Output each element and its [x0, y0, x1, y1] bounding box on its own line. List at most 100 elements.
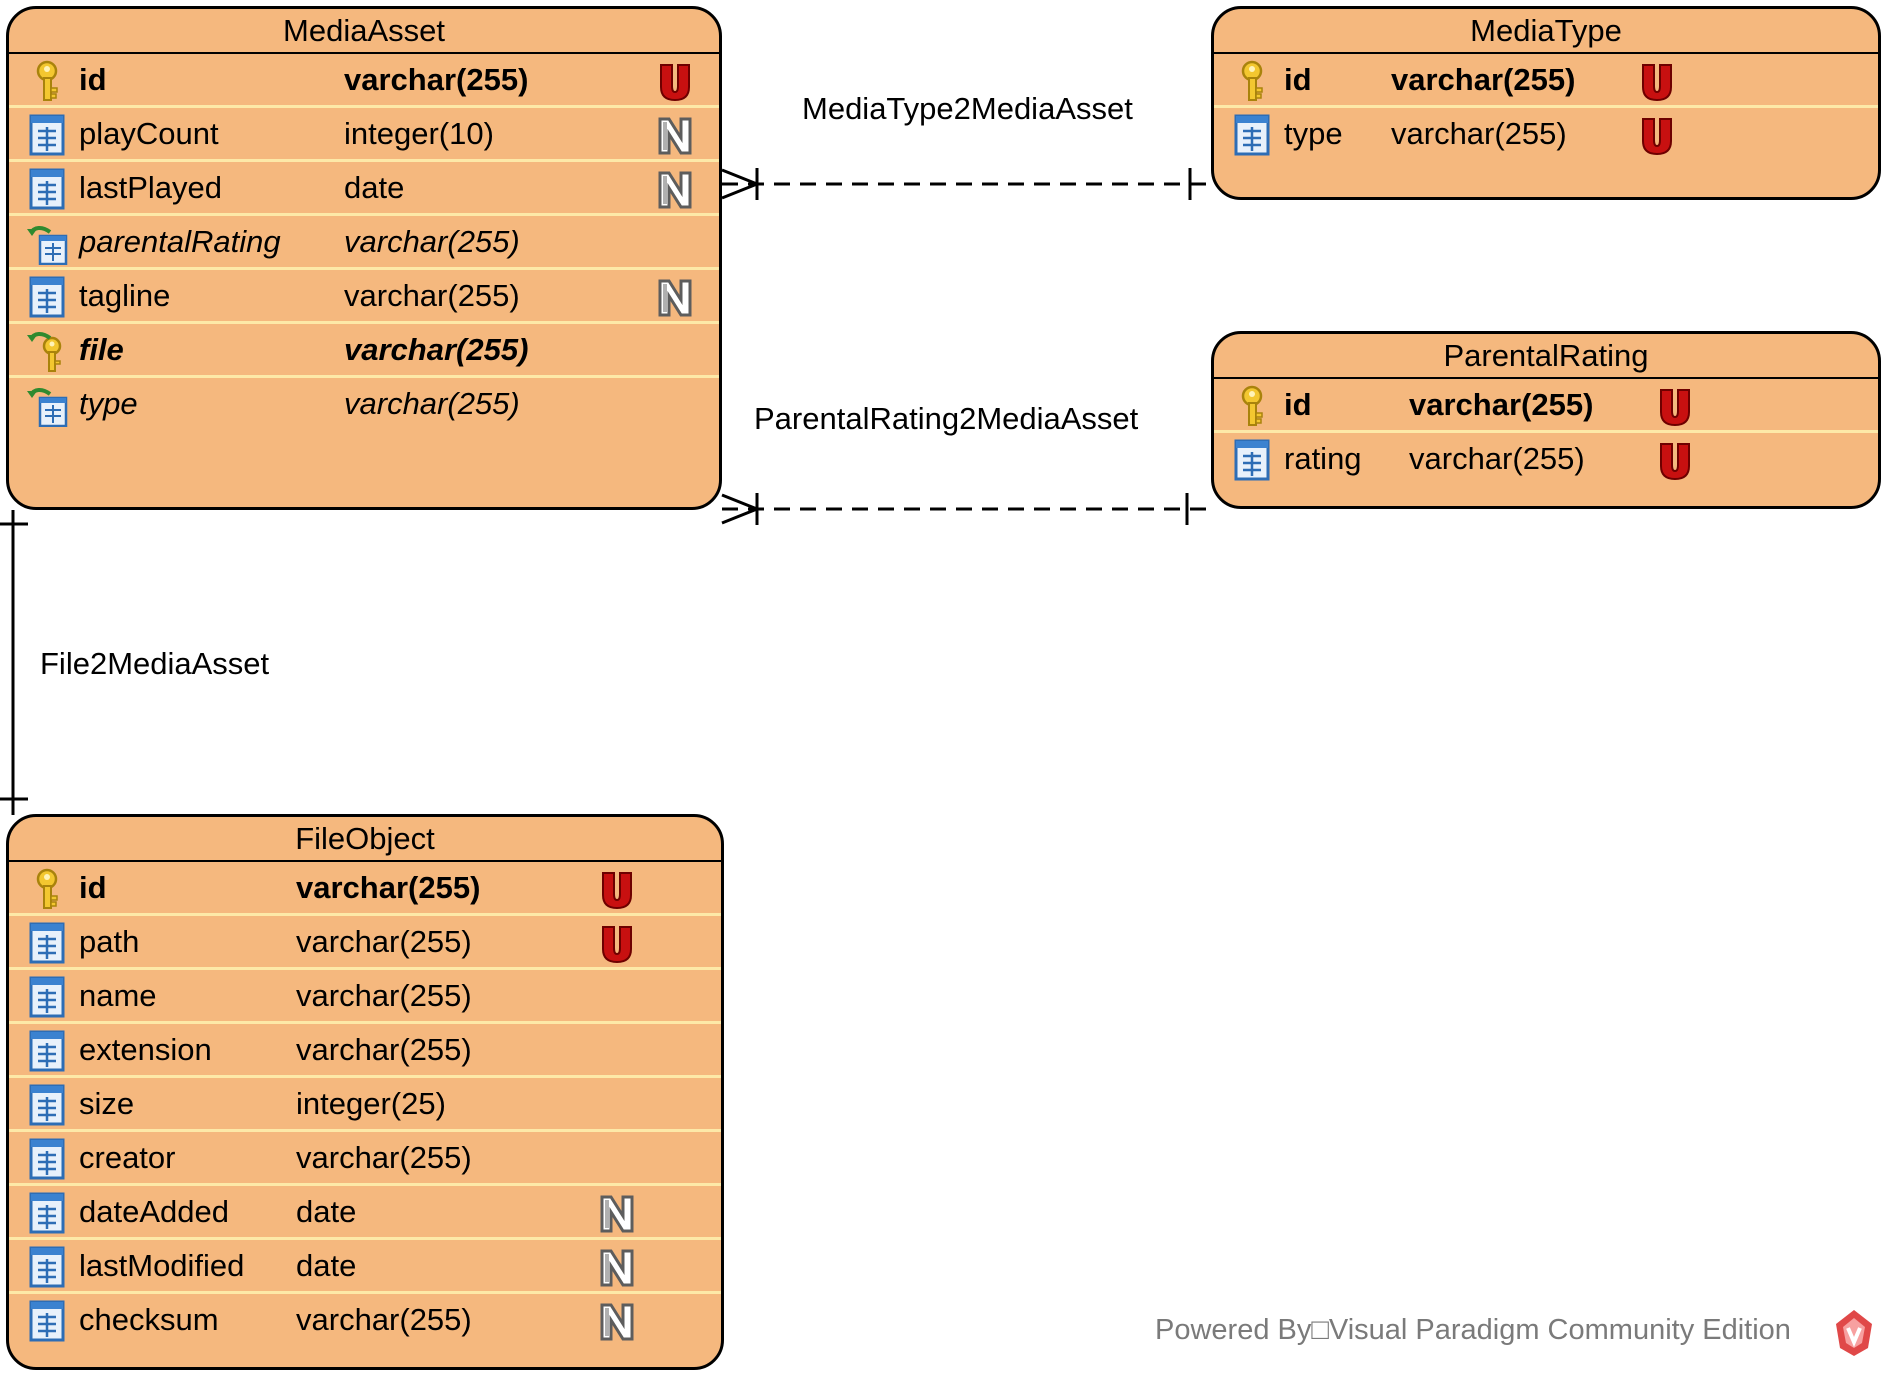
column-icon: [26, 1191, 68, 1235]
column-name: type: [79, 386, 138, 421]
powered-by-footer: Powered By□Visual Paradigm Community Edi…: [1155, 1314, 1791, 1346]
entity-title: FileObject: [9, 817, 721, 862]
column-icon: [26, 1083, 68, 1127]
column-name: type: [1284, 116, 1343, 151]
column-name: id: [1284, 387, 1312, 422]
column-row[interactable]: id varchar(255): [1214, 54, 1878, 108]
column-type: varchar(255): [296, 978, 472, 1013]
column-icon: [1231, 438, 1273, 482]
relationship-label-mediatype-mediaasset: MediaType2MediaAsset: [802, 91, 1133, 126]
column-icon: [26, 921, 68, 965]
primary-key-icon: [1231, 384, 1273, 428]
column-row[interactable]: id varchar(255): [9, 54, 719, 108]
column-type: varchar(255): [344, 62, 529, 97]
column-row[interactable]: extension varchar(255): [9, 1024, 721, 1078]
column-name: size: [79, 1086, 135, 1121]
column-name: parentalRating: [79, 224, 281, 259]
column-row[interactable]: lastPlayed date: [9, 162, 719, 216]
relationship-line-mediatype-mediaasset[interactable]: [721, 168, 1214, 200]
entity-media-asset[interactable]: MediaAsset id varchar(255) playCount integer…: [6, 6, 722, 510]
column-type: varchar(255): [296, 1032, 472, 1067]
column-icon: [26, 1299, 68, 1343]
column-name: path: [79, 924, 140, 959]
foreign-key-column-icon: [26, 383, 68, 427]
column-icon: [26, 275, 68, 319]
column-row[interactable]: id varchar(255): [9, 862, 721, 916]
column-type: varchar(255): [344, 332, 529, 367]
column-icon: [1231, 113, 1273, 157]
unique-constraint-icon: [1637, 115, 1677, 157]
nullable-constraint-icon: [655, 115, 695, 157]
column-name: playCount: [79, 116, 219, 151]
column-name: extension: [79, 1032, 212, 1067]
column-type: date: [344, 170, 405, 205]
relationship-line-parentalrating-mediaasset[interactable]: [721, 493, 1214, 525]
column-type: varchar(255): [344, 224, 520, 259]
nullable-constraint-icon: [597, 1301, 637, 1343]
column-name: lastPlayed: [79, 170, 223, 205]
entity-parental-rating[interactable]: ParentalRating id varchar(255) rating varcha…: [1211, 331, 1881, 509]
column-name: name: [79, 978, 157, 1013]
column-name: file: [79, 332, 124, 367]
nullable-constraint-icon: [597, 1247, 637, 1289]
column-icon: [26, 113, 68, 157]
entity-title: MediaAsset: [9, 9, 719, 54]
column-type: integer(25): [296, 1086, 446, 1121]
nullable-constraint-icon: [655, 277, 695, 319]
relationship-line-fileobject-mediaasset[interactable]: [0, 510, 28, 815]
column-row[interactable]: type varchar(255): [9, 378, 719, 432]
column-name: dateAdded: [79, 1194, 229, 1229]
column-type: varchar(255): [1391, 116, 1567, 151]
column-type: varchar(255): [296, 870, 481, 905]
primary-key-icon: [1231, 59, 1273, 103]
unique-constraint-icon: [1655, 440, 1695, 482]
column-row[interactable]: rating varchar(255): [1214, 433, 1878, 487]
column-row[interactable]: id varchar(255): [1214, 379, 1878, 433]
column-row[interactable]: size integer(25): [9, 1078, 721, 1132]
unique-constraint-icon: [1655, 386, 1695, 428]
column-row[interactable]: type varchar(255): [1214, 108, 1878, 162]
unique-constraint-icon: [597, 869, 637, 911]
column-row[interactable]: parentalRating varchar(255): [9, 216, 719, 270]
column-name: checksum: [79, 1302, 219, 1337]
relationship-label-fileobject-mediaasset: File2MediaAsset: [40, 646, 270, 681]
unique-constraint-icon: [597, 923, 637, 965]
entity-media-type[interactable]: MediaType id varchar(255) type varchar(255): [1211, 6, 1881, 200]
unique-constraint-icon: [655, 61, 695, 103]
entity-title: MediaType: [1214, 9, 1878, 54]
column-type: varchar(255): [1391, 62, 1576, 97]
column-row[interactable]: path varchar(255): [9, 916, 721, 970]
foreign-key-column-icon: [26, 221, 68, 265]
foreign-primary-key-icon: [26, 329, 68, 373]
primary-key-icon: [26, 867, 68, 911]
column-name: creator: [79, 1140, 176, 1175]
column-row[interactable]: tagline varchar(255): [9, 270, 719, 324]
column-row[interactable]: playCount integer(10): [9, 108, 719, 162]
visual-paradigm-logo-icon: [1836, 1310, 1872, 1356]
column-row[interactable]: file varchar(255): [9, 324, 719, 378]
nullable-constraint-icon: [597, 1193, 637, 1235]
column-icon: [26, 1137, 68, 1181]
column-row[interactable]: checksum varchar(255): [9, 1294, 721, 1348]
column-type: varchar(255): [296, 1140, 472, 1175]
column-icon: [26, 1245, 68, 1289]
column-row[interactable]: creator varchar(255): [9, 1132, 721, 1186]
column-row[interactable]: lastModified date: [9, 1240, 721, 1294]
nullable-constraint-icon: [655, 169, 695, 211]
column-type: date: [296, 1194, 357, 1229]
entity-file-object[interactable]: FileObject id varchar(255) path varchar(255)…: [6, 814, 724, 1370]
column-name: rating: [1284, 441, 1362, 476]
column-type: varchar(255): [296, 1302, 472, 1337]
column-row[interactable]: name varchar(255): [9, 970, 721, 1024]
unique-constraint-icon: [1637, 61, 1677, 103]
primary-key-icon: [26, 59, 68, 103]
column-row[interactable]: dateAdded date: [9, 1186, 721, 1240]
column-name: tagline: [79, 278, 171, 313]
column-icon: [26, 1029, 68, 1073]
column-icon: [26, 975, 68, 1019]
column-name: lastModified: [79, 1248, 245, 1283]
column-name: id: [79, 62, 107, 97]
column-type: varchar(255): [344, 278, 520, 313]
